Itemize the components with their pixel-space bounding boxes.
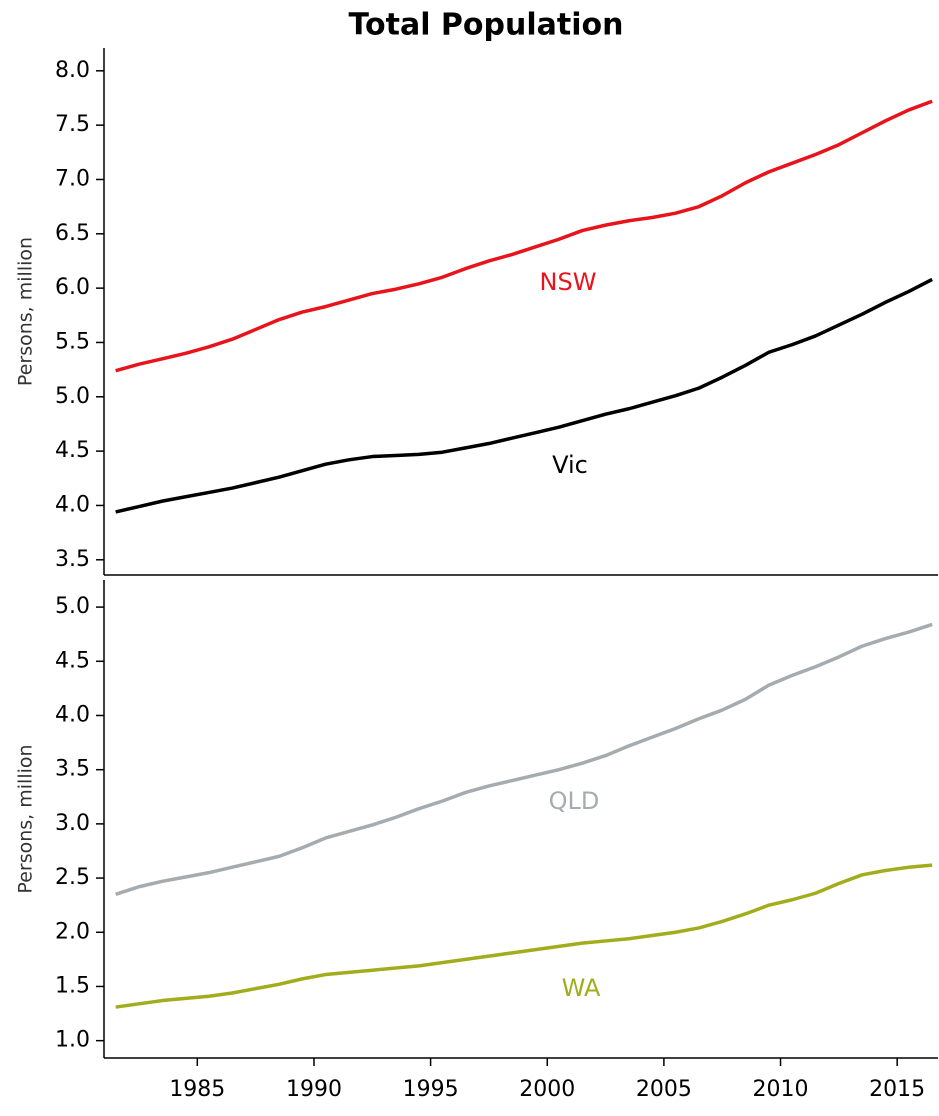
y-tick-label: 1.5 xyxy=(55,973,90,998)
y-tick-label: 4.5 xyxy=(55,438,90,463)
y-tick-label: 6.0 xyxy=(55,275,90,300)
series-line xyxy=(115,863,933,1009)
x-tick-label: 1990 xyxy=(286,1077,342,1102)
x-tick-label: 2005 xyxy=(636,1077,692,1102)
series-label: Vic xyxy=(552,451,588,479)
series-label: NSW xyxy=(540,268,597,296)
series-line xyxy=(115,277,933,514)
y-tick-label: 2.5 xyxy=(55,865,90,890)
y-tick-label: 2.0 xyxy=(55,919,90,944)
y-tick-label: 7.5 xyxy=(55,112,90,137)
y-tick-label: 4.0 xyxy=(55,492,90,517)
y-tick-label: 8.0 xyxy=(55,58,90,83)
y-tick-label: 3.5 xyxy=(55,757,90,782)
y-tick-label: 6.5 xyxy=(55,221,90,246)
x-tick-label: 2015 xyxy=(869,1077,925,1102)
y-tick-label: 3.0 xyxy=(55,811,90,836)
y-tick-label: 5.0 xyxy=(55,594,90,619)
x-tick-label: 2000 xyxy=(519,1077,575,1102)
y-tick-label: 7.0 xyxy=(55,166,90,191)
chart-title: Total Population xyxy=(349,8,624,43)
y-axis-label: Persons, million xyxy=(15,237,37,386)
y-tick-label: 5.0 xyxy=(55,384,90,409)
x-tick-label: 2010 xyxy=(753,1077,809,1102)
y-axis-label: Persons, million xyxy=(15,744,37,893)
series-label: QLD xyxy=(549,787,600,815)
x-tick-label: 1985 xyxy=(169,1077,225,1102)
series-line xyxy=(115,622,933,896)
y-tick-label: 1.0 xyxy=(55,1028,90,1053)
y-tick-label: 3.5 xyxy=(55,547,90,572)
y-tick-label: 4.0 xyxy=(55,702,90,727)
x-tick-label: 1995 xyxy=(403,1077,459,1102)
series-label: WA xyxy=(562,974,601,1002)
y-tick-label: 5.5 xyxy=(55,329,90,354)
y-tick-label: 4.5 xyxy=(55,648,90,673)
series-line xyxy=(115,99,933,373)
